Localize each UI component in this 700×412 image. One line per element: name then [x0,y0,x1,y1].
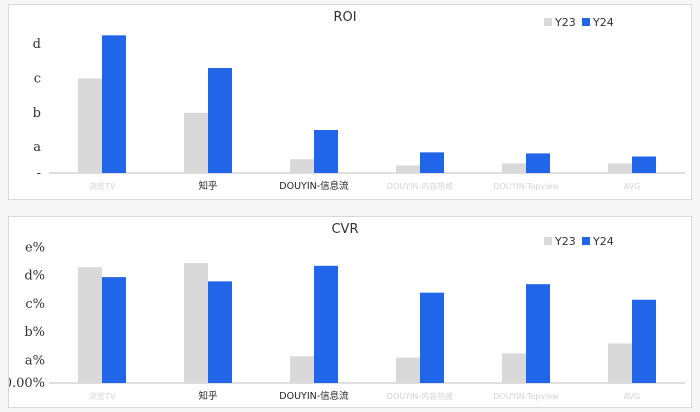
cvr-chart: CVR Y23 Y24 0.00% a% b% c% d% e% 浏览TV 知乎 DOUYIN-信息流… [9,222,685,402]
cvr-bar-y23 [78,267,102,383]
cvr-category-label: DOUYIN-信息流 [279,390,349,402]
roi-bar-y24 [632,156,656,173]
roi-chart-title: ROI [333,10,356,25]
cvr-bar-y23 [608,343,632,383]
cvr-category-label: DOUYIN-Topview [493,392,559,401]
cvr-y-tick-label: b% [24,325,45,340]
roi-bar-y23 [608,163,632,173]
roi-legend-label-y23: Y23 [554,16,576,29]
roi-category-label: DOUYIN-信息流 [279,180,349,192]
cvr-y-tick-label: c% [25,297,45,312]
roi-bar-y23 [396,165,420,173]
roi-legend-label-y24: Y24 [592,16,614,29]
cvr-bar-y23 [396,357,420,383]
cvr-bar-y23 [502,353,526,383]
roi-bar-y24 [208,68,232,173]
roi-bar-y24 [314,129,338,173]
cvr-category-label: 知乎 [198,390,217,402]
cvr-legend-label-y24: Y24 [592,235,614,248]
cvr-legend-swatch-y23 [544,237,552,245]
cvr-category-label: DOUYIN-内容热推 [387,391,453,401]
roi-bar-y23 [78,78,102,173]
cvr-y-tick-label: e% [25,240,45,255]
cvr-bar-y24 [420,292,444,383]
roi-y-tick-label: - [37,166,41,181]
cvr-bar-y24 [208,281,232,383]
cvr-bar-y24 [526,284,550,383]
cvr-category-label: 浏览TV [89,391,116,401]
cvr-legend-swatch-y24 [582,237,590,245]
cvr-chart-title: CVR [331,222,358,237]
roi-category-label: AVG [624,182,641,191]
roi-bar-y24 [526,153,550,173]
cvr-chart-panel: CVR Y23 Y24 0.00% a% b% c% d% e% 浏览TV 知乎 DOUYIN-信息流… [8,216,692,408]
cvr-y-tick-label: d% [24,269,45,284]
roi-y-tick-label: c [34,71,41,86]
roi-bar-y24 [102,35,126,174]
cvr-bar-y24 [632,299,656,383]
roi-category-label: 知乎 [198,180,217,192]
cvr-bar-y23 [184,263,208,383]
roi-chart-panel: ROI Y23 Y24 - a b c d 浏览TV 知乎 DOUYIN-信息流 DOUYIN-内容热… [8,4,692,200]
cvr-y-tick-label: a% [25,353,45,368]
roi-y-tick-label: a [33,140,41,155]
roi-legend-swatch-y23 [544,18,552,26]
cvr-bar-y23 [290,356,314,383]
cvr-y-tick-label: 0.00% [9,376,45,391]
cvr-legend-label-y23: Y23 [554,235,576,248]
roi-y-tick-label: b [33,106,41,121]
roi-category-label: 浏览TV [89,181,116,191]
roi-chart: ROI Y23 Y24 - a b c d 浏览TV 知乎 DOUYIN-信息流 DOUYIN-内容热… [33,10,685,192]
roi-y-tick-label: d [33,37,41,52]
roi-bar-y23 [502,163,526,173]
roi-bar-y24 [420,152,444,173]
roi-category-label: DOUYIN-Topview [493,182,559,191]
roi-category-label: DOUYIN-内容热推 [387,181,453,191]
roi-bar-y23 [290,159,314,173]
roi-legend-swatch-y24 [582,18,590,26]
cvr-category-label: AVG [624,392,641,401]
cvr-bar-y24 [102,277,126,383]
roi-bar-y23 [184,112,208,173]
cvr-bar-y24 [314,265,338,383]
